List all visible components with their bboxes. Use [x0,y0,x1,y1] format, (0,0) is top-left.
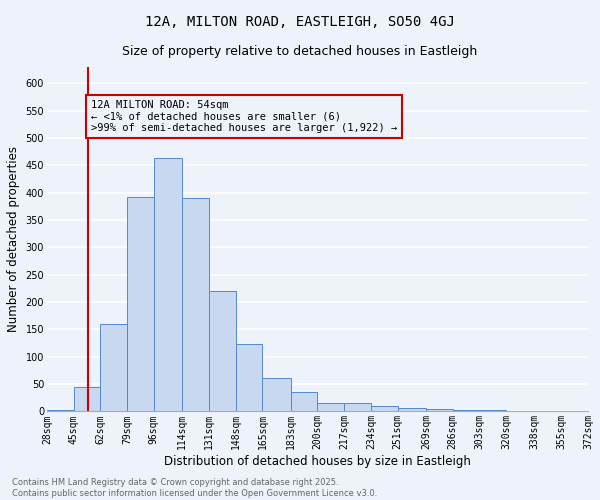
Bar [453,410,479,412]
Bar [535,411,562,412]
Text: Size of property relative to detached houses in Eastleigh: Size of property relative to detached ho… [122,45,478,58]
Bar [562,411,588,412]
Bar [371,406,398,411]
Bar [398,408,426,412]
X-axis label: Distribution of detached houses by size in Eastleigh: Distribution of detached houses by size … [164,455,471,468]
Bar [127,196,154,412]
Text: 12A MILTON ROAD: 54sqm
← <1% of detached houses are smaller (6)
>99% of semi-det: 12A MILTON ROAD: 54sqm ← <1% of detached… [91,100,397,133]
Bar [47,410,74,412]
Bar [154,158,182,412]
Bar [209,291,236,412]
Text: Contains HM Land Registry data © Crown copyright and database right 2025.
Contai: Contains HM Land Registry data © Crown c… [12,478,377,498]
Bar [74,387,100,411]
Bar [182,198,209,412]
Bar [344,404,371,411]
Y-axis label: Number of detached properties: Number of detached properties [7,146,20,332]
Bar [100,324,127,412]
Bar [426,408,453,412]
Text: 12A, MILTON ROAD, EASTLEIGH, SO50 4GJ: 12A, MILTON ROAD, EASTLEIGH, SO50 4GJ [145,15,455,29]
Bar [291,392,317,411]
Bar [236,344,262,412]
Bar [317,404,344,411]
Bar [262,378,291,412]
Bar [479,410,506,412]
Bar [506,411,535,412]
